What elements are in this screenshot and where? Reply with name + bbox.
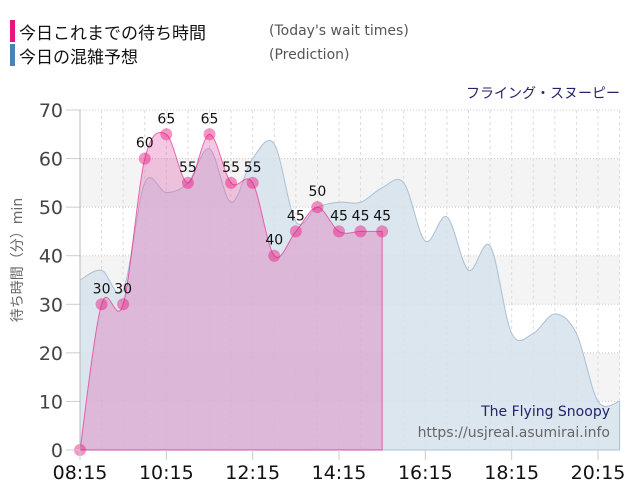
data-point[interactable] [376, 225, 389, 238]
data-point[interactable] [268, 249, 281, 262]
data-label: 60 [136, 136, 154, 152]
data-point[interactable] [225, 176, 238, 189]
y-tick-label: 70 [39, 100, 63, 122]
data-label: 45 [352, 208, 370, 224]
data-label: 65 [201, 111, 219, 127]
data-label: 55 [244, 160, 262, 176]
data-point[interactable] [138, 152, 151, 165]
x-tick-label: 08:15 [53, 462, 108, 484]
legend-item-today: 今日これまでの待ち時間 (Today's wait times) [10, 19, 409, 44]
x-tick-label: 16:15 [398, 462, 453, 484]
legend: 今日これまでの待ち時間 (Today's wait times) 今日の混雑予想… [10, 19, 409, 68]
data-point[interactable] [333, 225, 345, 238]
today-data-points [74, 128, 389, 456]
data-label: 55 [222, 160, 240, 176]
y-tick-label: 60 [39, 149, 63, 171]
x-tick-label: 20:15 [571, 462, 626, 484]
data-point[interactable] [203, 128, 216, 141]
data-point[interactable] [117, 298, 130, 311]
data-label: 55 [179, 160, 197, 176]
data-point[interactable] [311, 201, 324, 214]
x-axis-ticks: 08:15 10:15 12:15 14:15 16:15 18:15 20:15 [53, 450, 626, 484]
credit-url: https://usjreal.asumirai.info [418, 425, 610, 441]
x-tick-label: 14:15 [312, 462, 367, 484]
data-point[interactable] [95, 298, 108, 311]
legend-label-prediction: 今日の混雑予想 [19, 47, 138, 68]
y-tick-label: 20 [39, 343, 63, 365]
legend-swatch-prediction [10, 44, 15, 66]
credit-ride-name: The Flying Snoopy [480, 404, 610, 420]
data-label: 45 [287, 208, 305, 224]
y-tick-label: 50 [39, 197, 63, 219]
y-tick-label: 0 [51, 440, 63, 462]
y-tick-label: 40 [39, 246, 63, 268]
data-point[interactable] [246, 176, 259, 189]
legend-swatch-today [10, 20, 15, 42]
data-point[interactable] [289, 225, 302, 238]
y-tick-label: 30 [39, 294, 63, 316]
legend-item-prediction: 今日の混雑予想 (Prediction) [10, 43, 409, 68]
data-label: 50 [309, 184, 327, 200]
today-area [79, 131, 383, 451]
legend-label-prediction-en: (Prediction) [269, 47, 350, 63]
data-label: 45 [330, 208, 348, 224]
y-axis-ticks: 0 10 20 30 40 50 60 70 [39, 100, 80, 462]
x-tick-label: 10:15 [139, 462, 194, 484]
data-point[interactable] [354, 225, 367, 238]
legend-label-today: 今日これまでの待ち時間 [19, 23, 206, 44]
data-point[interactable] [181, 176, 194, 189]
data-label: 30 [93, 281, 111, 297]
data-point[interactable] [160, 128, 173, 141]
prediction-area [79, 139, 621, 451]
ride-name: フライング・スヌーピー [466, 86, 620, 102]
x-tick-label: 18:15 [484, 462, 539, 484]
y-tick-label: 10 [39, 391, 63, 413]
data-label: 40 [265, 233, 283, 249]
data-label: 45 [373, 208, 391, 224]
x-tick-label: 12:15 [225, 462, 280, 484]
legend-label-today-en: (Today's wait times) [269, 23, 409, 39]
data-label: 65 [157, 111, 175, 127]
plot-band [80, 110, 620, 159]
data-label: 30 [114, 281, 132, 297]
